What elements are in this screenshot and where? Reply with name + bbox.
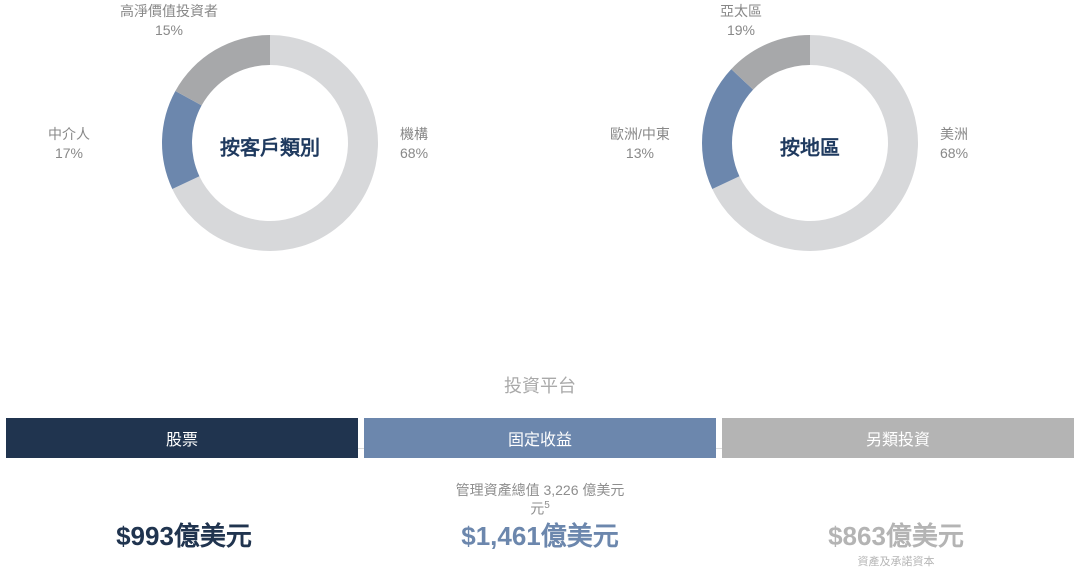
segment-label: 高淨價值投資者15% [120,2,218,40]
segment-label: 機構68% [400,125,428,163]
value-amount: $863億美元 [718,522,1074,551]
donut-svg: 按地區 [697,30,923,261]
value-subtext: 資產及承諾資本 [718,553,1074,569]
value-column-2: $863億美元資產及承諾資本 [718,522,1074,569]
value-column-0: $993億美元 [6,522,362,569]
donut-svg: 按客戶類別 [157,30,383,261]
platform-title: 投資平台 [0,372,1080,398]
aum-value: 3,226 [543,482,578,498]
value-column-1: $1,461億美元 [362,522,718,569]
platform-tab-1[interactable]: 固定收益 [364,418,716,458]
segment-label: 歐洲/中東13% [610,125,670,163]
platform-tab-2[interactable]: 另類投資 [722,418,1074,458]
donut-center-label: 按地區 [740,131,880,160]
value-amount: $993億美元 [6,522,362,551]
value-amount: $1,461億美元 [362,522,718,551]
aum-sub: 元 [530,501,544,517]
donut-chart-0: 按客戶類別 機構68% 高淨價值投資者15% 中介人17% [0,0,540,300]
aum-suffix: 億美元 [579,482,625,498]
segment-label: 中介人17% [48,125,90,163]
aum-super: 5 [544,500,550,511]
segment-label: 美洲68% [940,125,968,163]
aum-prefix: 管理資產總值 [456,482,544,498]
aum-line: 管理資產總值 3,226 億美元元5 [0,481,1080,518]
segment-label: 亞太區19% [720,2,762,40]
donut-center-label: 按客戶類別 [200,131,340,160]
donut-chart-1: 按地區 美洲68% 亞太區19% 歐洲/中東13% [540,0,1080,300]
platform-tab-0[interactable]: 股票 [6,418,358,458]
